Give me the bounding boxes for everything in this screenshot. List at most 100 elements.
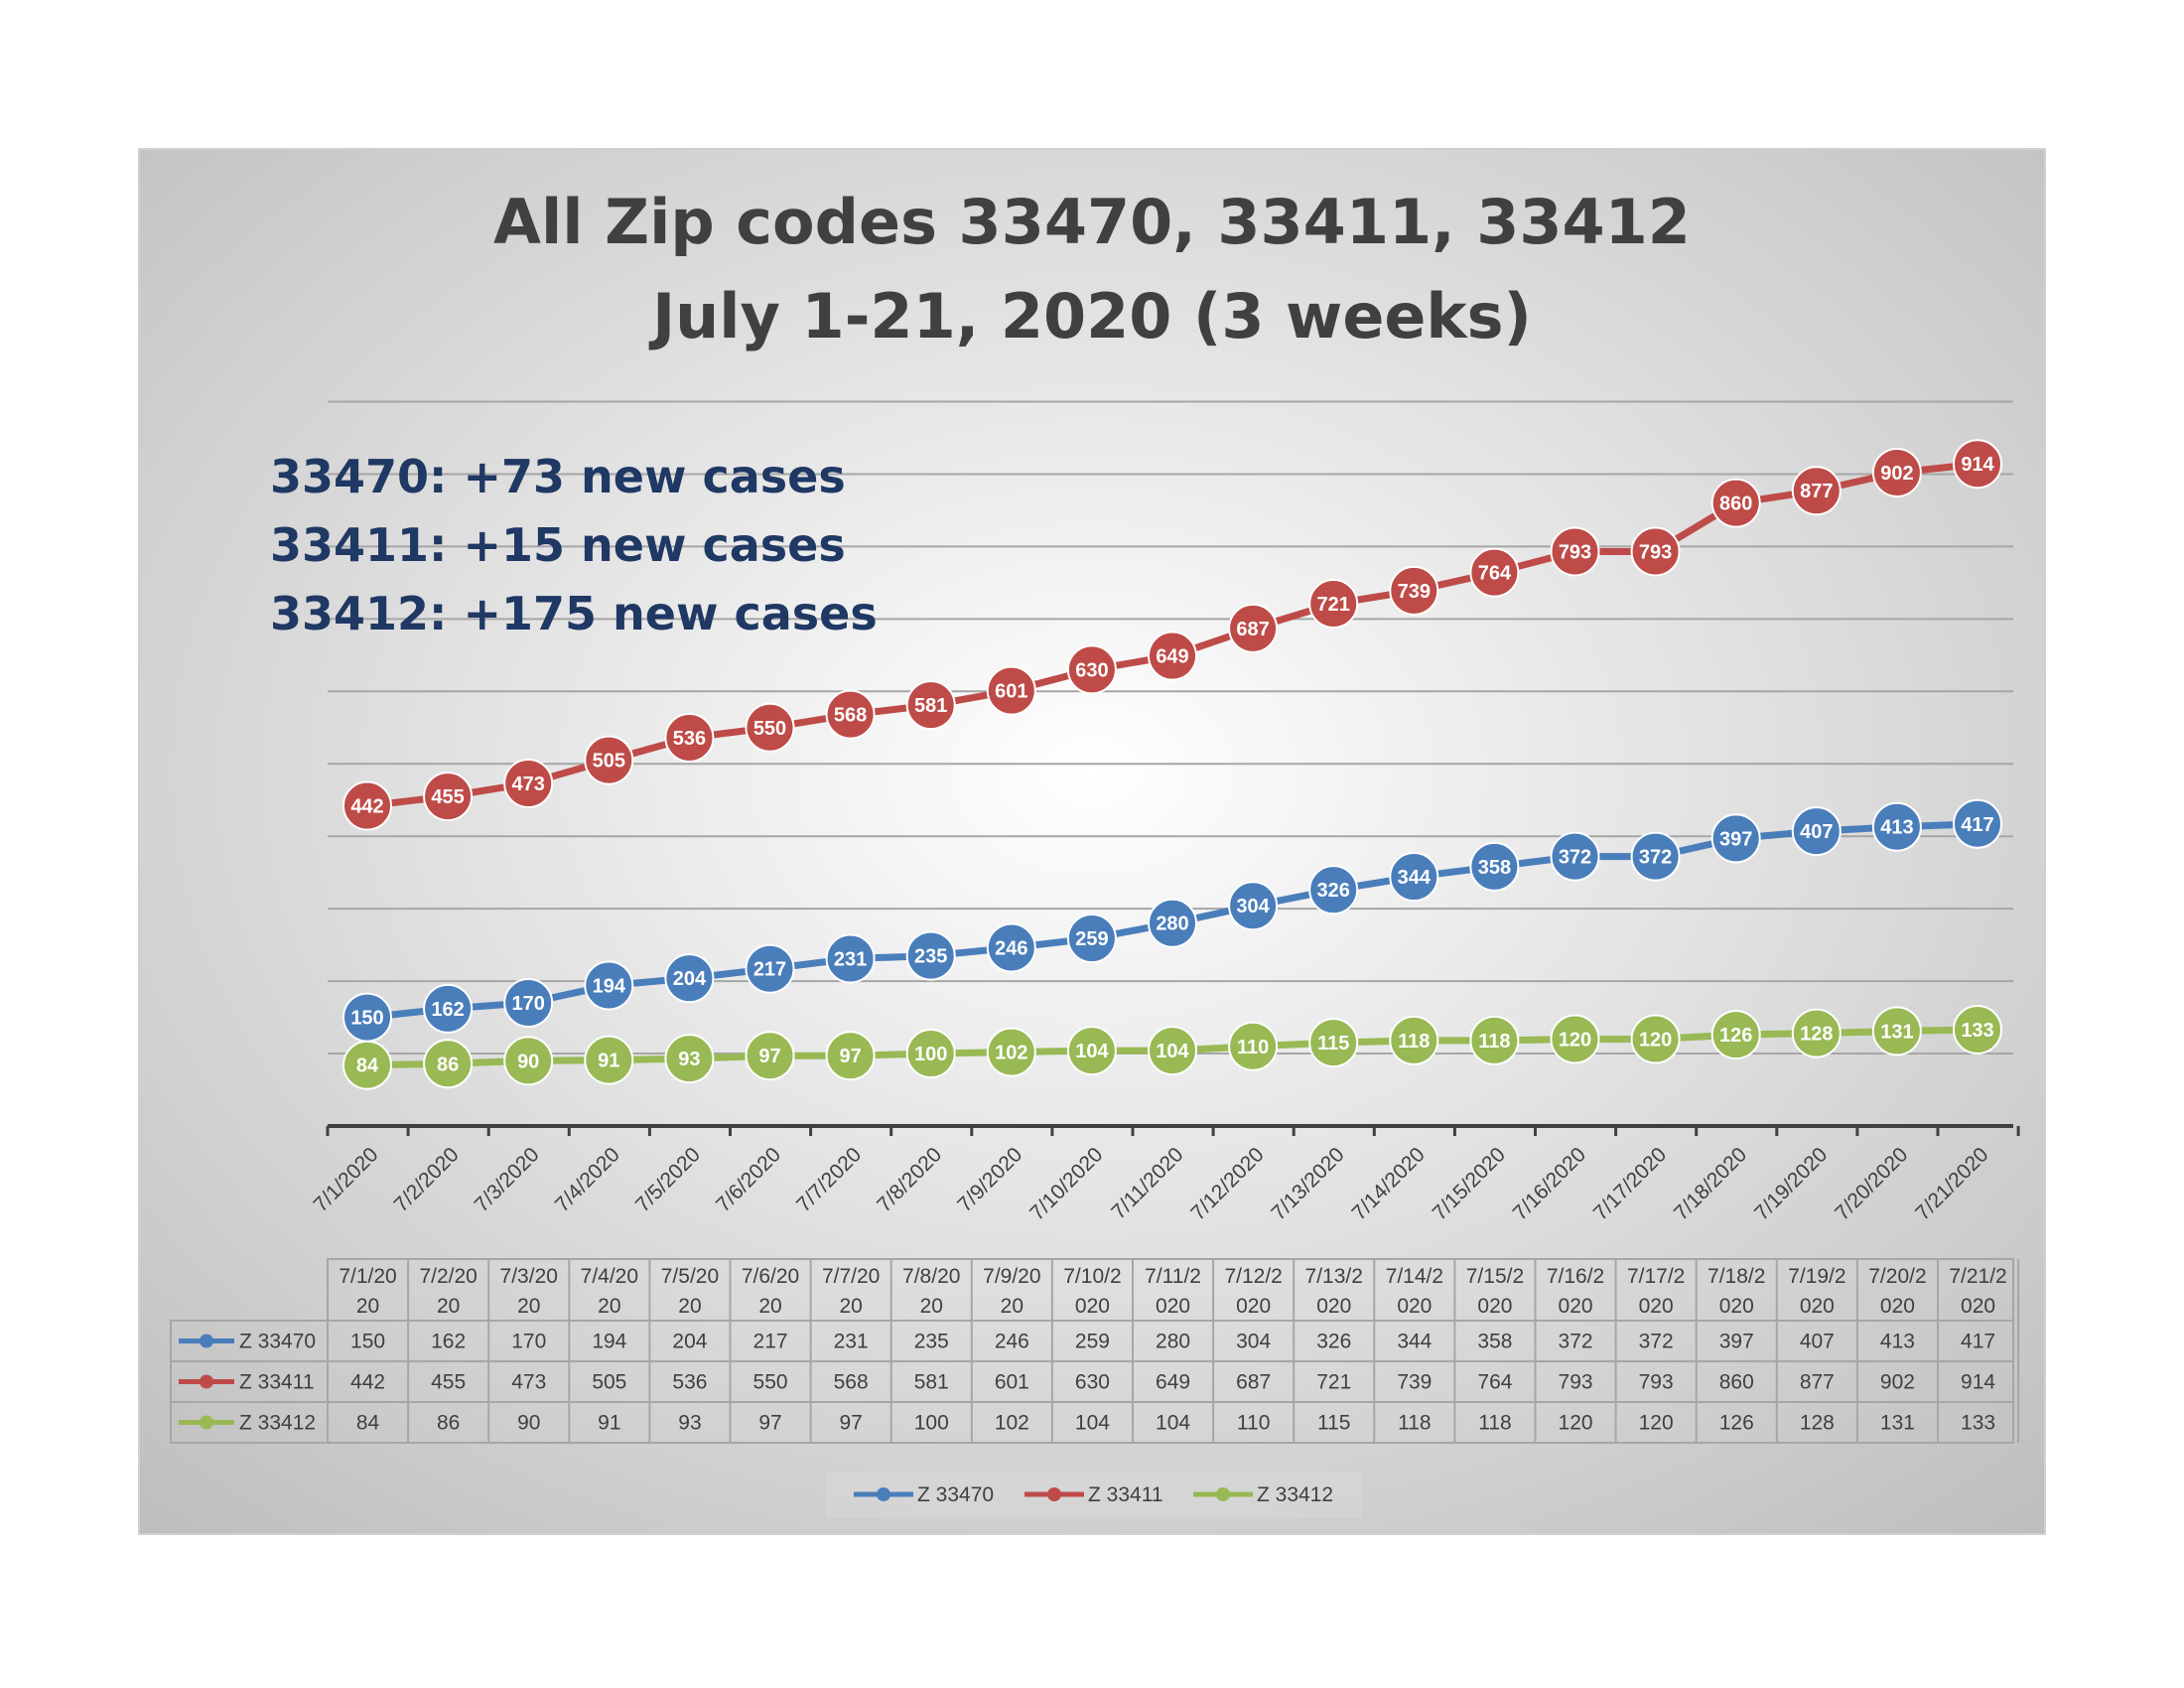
data-point [1066, 1026, 1117, 1076]
data-label: 90 [517, 1051, 539, 1072]
table-cell: 93 [678, 1412, 701, 1435]
data-label: 581 [914, 695, 947, 717]
table-cell: 110 [1237, 1412, 1270, 1435]
data-point [664, 712, 715, 763]
table-header-cell: 7/7/20 [822, 1265, 880, 1288]
legend-label: Z 33470 [917, 1483, 994, 1506]
data-label: 120 [1639, 1029, 1672, 1051]
data-label: 162 [431, 999, 464, 1021]
table-cell: 739 [1397, 1371, 1432, 1394]
data-point [1228, 1021, 1279, 1071]
data-label: 914 [1961, 454, 1994, 476]
table-header-cell: 020 [1639, 1295, 1674, 1318]
chart-title-line-2: July 1-21, 2020 (3 weeks) [648, 280, 1532, 352]
table-cell: 126 [1719, 1412, 1754, 1435]
data-point [423, 772, 474, 822]
table-header-cell: 7/13/2 [1305, 1265, 1363, 1288]
data-label: 442 [350, 796, 383, 818]
table-cell: 102 [995, 1412, 1029, 1435]
table-cell: 550 [753, 1371, 788, 1394]
data-label: 97 [839, 1046, 861, 1067]
data-point [1871, 1006, 1922, 1056]
table-header-cell: 020 [1316, 1295, 1351, 1318]
data-label: 687 [1236, 619, 1269, 640]
data-label: 259 [1075, 928, 1108, 950]
table-header-cell: 7/10/2 [1063, 1265, 1121, 1288]
table-header-cell: 7/19/2 [1788, 1265, 1845, 1288]
data-label: 739 [1398, 581, 1431, 603]
data-point [1953, 798, 2002, 849]
table-header-cell: 7/17/2 [1627, 1265, 1685, 1288]
table-header-cell: 7/5/20 [661, 1265, 719, 1288]
data-label: 128 [1800, 1024, 1833, 1046]
data-point [1550, 1014, 1600, 1064]
data-label: 902 [1880, 463, 1913, 485]
data-point [584, 1035, 634, 1085]
table-header-cell: 7/20/2 [1868, 1265, 1926, 1288]
data-table: 7/1/20 20 7/2/20 20 7/3/20 20 7/4/20 20 7/5/20 20… [170, 1258, 2020, 1444]
table-series-marker [200, 1334, 213, 1348]
data-point [1148, 631, 1197, 681]
data-label: 764 [1478, 563, 1512, 585]
data-point [1953, 439, 2002, 490]
table-cell: 358 [1477, 1331, 1512, 1353]
table-cell: 473 [511, 1371, 546, 1394]
table-cell: 133 [1961, 1412, 1995, 1435]
data-label: 601 [995, 681, 1027, 703]
table-header-cell: 020 [1559, 1295, 1593, 1318]
legend: Z 33470 Z 33411 Z 33412 [826, 1472, 1362, 1517]
data-label: 304 [1236, 896, 1270, 917]
data-label: 372 [1639, 847, 1672, 869]
data-label: 721 [1317, 594, 1350, 616]
data-label: 344 [1398, 867, 1432, 889]
data-point [1550, 526, 1600, 577]
table-cell: 914 [1961, 1371, 1995, 1394]
data-point [1389, 1015, 1439, 1065]
data-label: 100 [914, 1044, 947, 1065]
data-point [503, 1036, 554, 1086]
data-point [825, 1031, 876, 1081]
table-header-cell: 20 [839, 1295, 862, 1318]
data-label: 235 [914, 946, 947, 968]
table-cell: 100 [914, 1412, 949, 1435]
data-label: 86 [437, 1054, 459, 1075]
data-point [1791, 466, 1842, 516]
data-label: 550 [753, 718, 786, 740]
data-label: 150 [350, 1008, 383, 1030]
table-cell: 902 [1880, 1371, 1915, 1394]
data-point [986, 1027, 1036, 1077]
data-label: 505 [593, 751, 625, 773]
data-point [423, 1039, 474, 1089]
table-cell: 162 [431, 1331, 466, 1353]
table-cell: 687 [1236, 1371, 1271, 1394]
table-cell: 649 [1156, 1371, 1190, 1394]
table-cell: 97 [839, 1412, 862, 1435]
table-cell: 84 [356, 1412, 380, 1435]
table-cell: 118 [1398, 1412, 1431, 1435]
data-label: 877 [1800, 481, 1833, 502]
data-label: 104 [1075, 1041, 1109, 1062]
table-cell: 118 [1478, 1412, 1511, 1435]
data-label: 793 [1639, 542, 1672, 564]
data-point [1953, 1004, 2002, 1055]
table-cell: 204 [672, 1331, 707, 1353]
table-cell: 246 [995, 1331, 1029, 1353]
data-label: 91 [598, 1051, 619, 1072]
data-point [905, 930, 956, 981]
data-point [1148, 898, 1197, 948]
table-header-cell: 20 [920, 1295, 943, 1318]
data-label: 536 [673, 728, 706, 750]
data-point [1630, 526, 1681, 577]
data-label: 397 [1719, 828, 1752, 850]
data-label: 110 [1237, 1037, 1269, 1058]
table-row-label: Z 33412 [239, 1412, 316, 1435]
data-point [986, 665, 1036, 716]
table-series-marker [200, 1415, 213, 1430]
data-point [1710, 813, 1761, 864]
chart-title-line-1: All Zip codes 33470, 33411, 33412 [493, 186, 1691, 258]
table-header-cell: 20 [1001, 1295, 1024, 1318]
data-point [342, 1040, 392, 1090]
table-cell: 764 [1477, 1371, 1512, 1394]
data-label: 630 [1075, 659, 1108, 681]
